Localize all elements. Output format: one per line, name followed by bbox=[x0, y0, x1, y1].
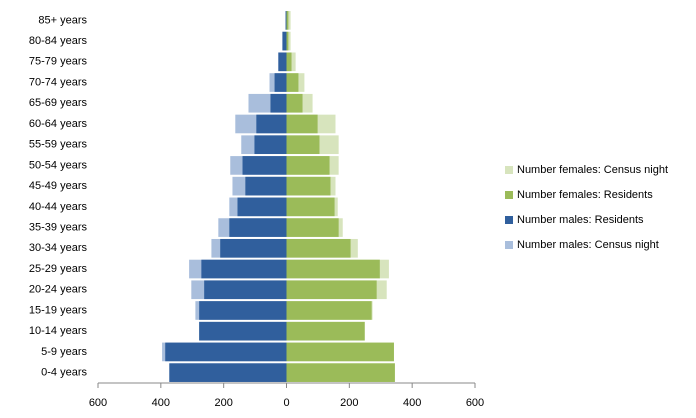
x-tick-label: 0 bbox=[283, 397, 289, 409]
bar bbox=[286, 11, 289, 30]
legend-label: Number females: Residents bbox=[517, 189, 653, 201]
bar bbox=[286, 135, 320, 155]
bar bbox=[286, 321, 365, 341]
y-tick-label: 40-44 years bbox=[29, 201, 88, 213]
bar bbox=[286, 259, 380, 279]
y-tick-label: 35-39 years bbox=[29, 221, 88, 233]
bar bbox=[286, 197, 335, 217]
bar bbox=[286, 31, 291, 51]
bar bbox=[278, 52, 287, 72]
y-tick-label: 75-79 years bbox=[29, 56, 88, 68]
bar bbox=[237, 197, 287, 217]
bar bbox=[286, 176, 331, 196]
bar bbox=[242, 156, 287, 175]
legend-label: Number females: Census night bbox=[517, 164, 668, 176]
bar bbox=[270, 93, 287, 113]
bar bbox=[286, 52, 292, 72]
y-tick-label: 30-34 years bbox=[29, 242, 88, 254]
bar bbox=[286, 363, 395, 382]
bar bbox=[204, 280, 287, 300]
y-tick-label: 80-84 years bbox=[29, 35, 88, 47]
x-tick-label: 600 bbox=[89, 397, 107, 409]
bar bbox=[286, 301, 372, 320]
y-tick-label: 85+ years bbox=[38, 14, 87, 26]
y-tick-label: 5-9 years bbox=[41, 346, 87, 358]
y-tick-label: 70-74 years bbox=[29, 76, 88, 88]
x-tick-label: 600 bbox=[466, 397, 484, 409]
bar bbox=[165, 342, 287, 362]
legend-swatch bbox=[505, 241, 513, 249]
x-tick-label: 200 bbox=[340, 397, 358, 409]
y-tick-label: 20-24 years bbox=[29, 284, 88, 296]
y-tick-label: 25-29 years bbox=[29, 263, 88, 275]
y-tick-label: 10-14 years bbox=[29, 325, 88, 337]
bar bbox=[286, 156, 330, 175]
bar bbox=[199, 301, 287, 320]
y-tick-label: 0-4 years bbox=[41, 367, 87, 379]
legend-swatch bbox=[505, 191, 513, 199]
bar bbox=[256, 114, 287, 134]
legend-label: Number males: Residents bbox=[517, 214, 644, 226]
x-tick-label: 400 bbox=[403, 397, 421, 409]
bar bbox=[286, 93, 303, 113]
y-tick-label: 65-69 years bbox=[29, 97, 88, 109]
bar bbox=[286, 238, 351, 258]
bar bbox=[286, 31, 289, 51]
legend-label: Number males: Census night bbox=[517, 239, 659, 251]
legend-swatch bbox=[505, 216, 513, 224]
x-tick-label: 200 bbox=[214, 397, 232, 409]
bar bbox=[201, 259, 287, 279]
bar bbox=[286, 114, 318, 134]
bar bbox=[286, 280, 377, 300]
bar bbox=[286, 342, 394, 362]
y-tick-label: 60-64 years bbox=[29, 118, 88, 130]
bar bbox=[286, 11, 291, 30]
bar bbox=[220, 238, 287, 258]
bar bbox=[169, 363, 287, 382]
bar bbox=[286, 218, 339, 237]
y-tick-label: 55-59 years bbox=[29, 139, 88, 151]
y-tick-label: 50-54 years bbox=[29, 159, 88, 171]
y-tick-label: 15-19 years bbox=[29, 304, 88, 316]
bar bbox=[274, 73, 287, 92]
bar bbox=[282, 31, 287, 51]
bar bbox=[286, 73, 299, 92]
bar bbox=[229, 218, 287, 237]
bar bbox=[254, 135, 287, 155]
bar bbox=[285, 11, 287, 30]
y-tick-label: 45-49 years bbox=[29, 180, 88, 192]
x-tick-label: 400 bbox=[152, 397, 170, 409]
legend-swatch bbox=[505, 166, 513, 174]
bar bbox=[245, 176, 287, 196]
bar bbox=[199, 321, 287, 341]
